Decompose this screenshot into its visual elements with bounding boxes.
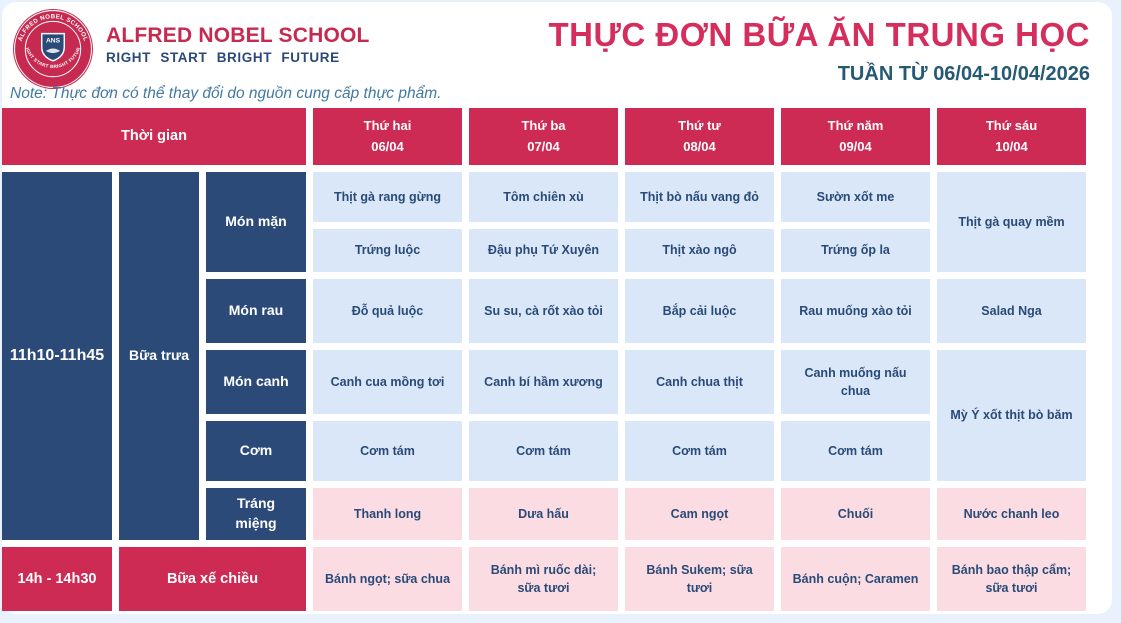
menu-table: Thời gian Thứ hai 06/04 Thứ ba 07/04 Thứ… [2, 108, 1088, 611]
dish-cell: Mỳ Ý xốt thịt bò băm [937, 350, 1086, 481]
dish-cell: Canh bí hầm xương [469, 350, 618, 414]
dish-cell: Trứng luộc [313, 229, 462, 272]
dish-cell: Canh muống nấu chua [781, 350, 930, 414]
dish-cell: Cơm tám [313, 421, 462, 481]
time-column-header: Thời gian [2, 108, 306, 165]
snack-cell: Bánh bao thập cẩm; sữa tươi [937, 547, 1086, 611]
dish-cell: Rau muống xào tỏi [781, 279, 930, 343]
dish-cell: Salad Nga [937, 279, 1086, 343]
lunch-meal-block: Bữa trưa [119, 172, 199, 540]
day-date: 10/04 [995, 138, 1028, 154]
category-mon-canh: Món canh [206, 350, 306, 414]
dish-cell: Đỗ quả luộc [313, 279, 462, 343]
shield-icon [41, 32, 65, 62]
snack-cell: Bánh ngọt; sữa chua [313, 547, 462, 611]
day-label: Thứ năm [827, 118, 884, 134]
afternoon-time-block: 14h - 14h30 [2, 547, 112, 611]
day-header-friday: Thứ sáu 10/04 [937, 108, 1086, 165]
day-header-thursday: Thứ năm 09/04 [781, 108, 930, 165]
day-label: Thứ hai [363, 118, 412, 134]
dish-cell: Bắp cải luộc [625, 279, 774, 343]
afternoon-meal-block: Bữa xế chiều [119, 547, 306, 611]
dish-cell: Sườn xốt me [781, 172, 930, 222]
category-com: Cơm [206, 421, 306, 481]
dish-cell: Đậu phụ Tứ Xuyên [469, 229, 618, 272]
snack-cell: Bánh cuộn; Caramen [781, 547, 930, 611]
school-motto: RIGHT START BRIGHT FUTURE [106, 50, 340, 65]
dessert-cell: Dưa hấu [469, 488, 618, 540]
category-mon-rau: Món rau [206, 279, 306, 343]
dessert-cell: Cam ngọt [625, 488, 774, 540]
dish-cell: Cơm tám [625, 421, 774, 481]
dish-cell: Tôm chiên xù [469, 172, 618, 222]
snack-cell: Bánh mì ruốc dài; sữa tươi [469, 547, 618, 611]
dish-cell: Thịt bò nấu vang đỏ [625, 172, 774, 222]
dish-cell: Trứng ốp la [781, 229, 930, 272]
category-trang-mieng: Tráng miệng [206, 488, 306, 540]
day-date: 08/04 [683, 138, 716, 154]
dish-cell: Cơm tám [781, 421, 930, 481]
day-date: 09/04 [839, 138, 872, 154]
dish-cell: Canh cua mồng tơi [313, 350, 462, 414]
school-name: ALFRED NOBEL SCHOOL [106, 24, 370, 47]
day-date: 07/04 [527, 138, 560, 154]
page-title: THỰC ĐƠN BỮA ĂN TRUNG HỌC [548, 16, 1090, 53]
day-label: Thứ sáu [985, 118, 1038, 134]
dessert-cell: Chuối [781, 488, 930, 540]
dish-cell: Thịt gà quay mềm [937, 172, 1086, 272]
dessert-cell: Thanh long [313, 488, 462, 540]
dish-cell: Thịt gà rang gừng [313, 172, 462, 222]
dish-cell: Canh chua thịt [625, 350, 774, 414]
day-header-monday: Thứ hai 06/04 [313, 108, 462, 165]
week-range: TUẦN TỪ 06/04-10/04/2026 [837, 63, 1090, 85]
school-logo: ALFRED NOBEL SCHOOL RIGHT START BRIGHT F… [12, 8, 93, 89]
dish-cell: Cơm tám [469, 421, 618, 481]
day-header-wednesday: Thứ tư 08/04 [625, 108, 774, 165]
dessert-cell: Nước chanh leo [937, 488, 1086, 540]
dish-cell: Su su, cà rốt xào tỏi [469, 279, 618, 343]
day-label: Thứ ba [521, 118, 566, 134]
day-label: Thứ tư [678, 118, 721, 134]
snack-cell: Bánh Sukem; sữa tươi [625, 547, 774, 611]
dish-cell: Thịt xào ngô [625, 229, 774, 272]
lunch-time-block: 11h10-11h45 [2, 172, 112, 540]
logo-emblem-mark [45, 48, 61, 54]
category-mon-man: Món mặn [206, 172, 306, 272]
day-header-tuesday: Thứ ba 07/04 [469, 108, 618, 165]
logo-abbr-text: ANS [46, 37, 61, 44]
note-text: Note: Thực đơn có thể thay đổi do nguồn … [10, 85, 442, 102]
day-date: 06/04 [371, 138, 404, 154]
